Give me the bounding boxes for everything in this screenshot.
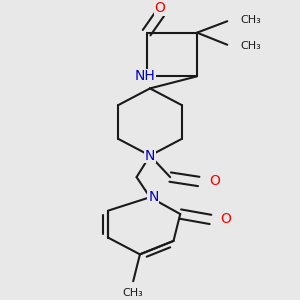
Text: CH₃: CH₃ [241,15,261,25]
Text: NH: NH [135,69,155,83]
Text: O: O [154,2,166,16]
Text: CH₃: CH₃ [123,288,144,298]
Text: O: O [220,212,231,226]
Text: N: N [148,190,158,204]
Text: N: N [145,148,155,163]
Text: CH₃: CH₃ [241,41,261,51]
Text: O: O [209,175,220,188]
